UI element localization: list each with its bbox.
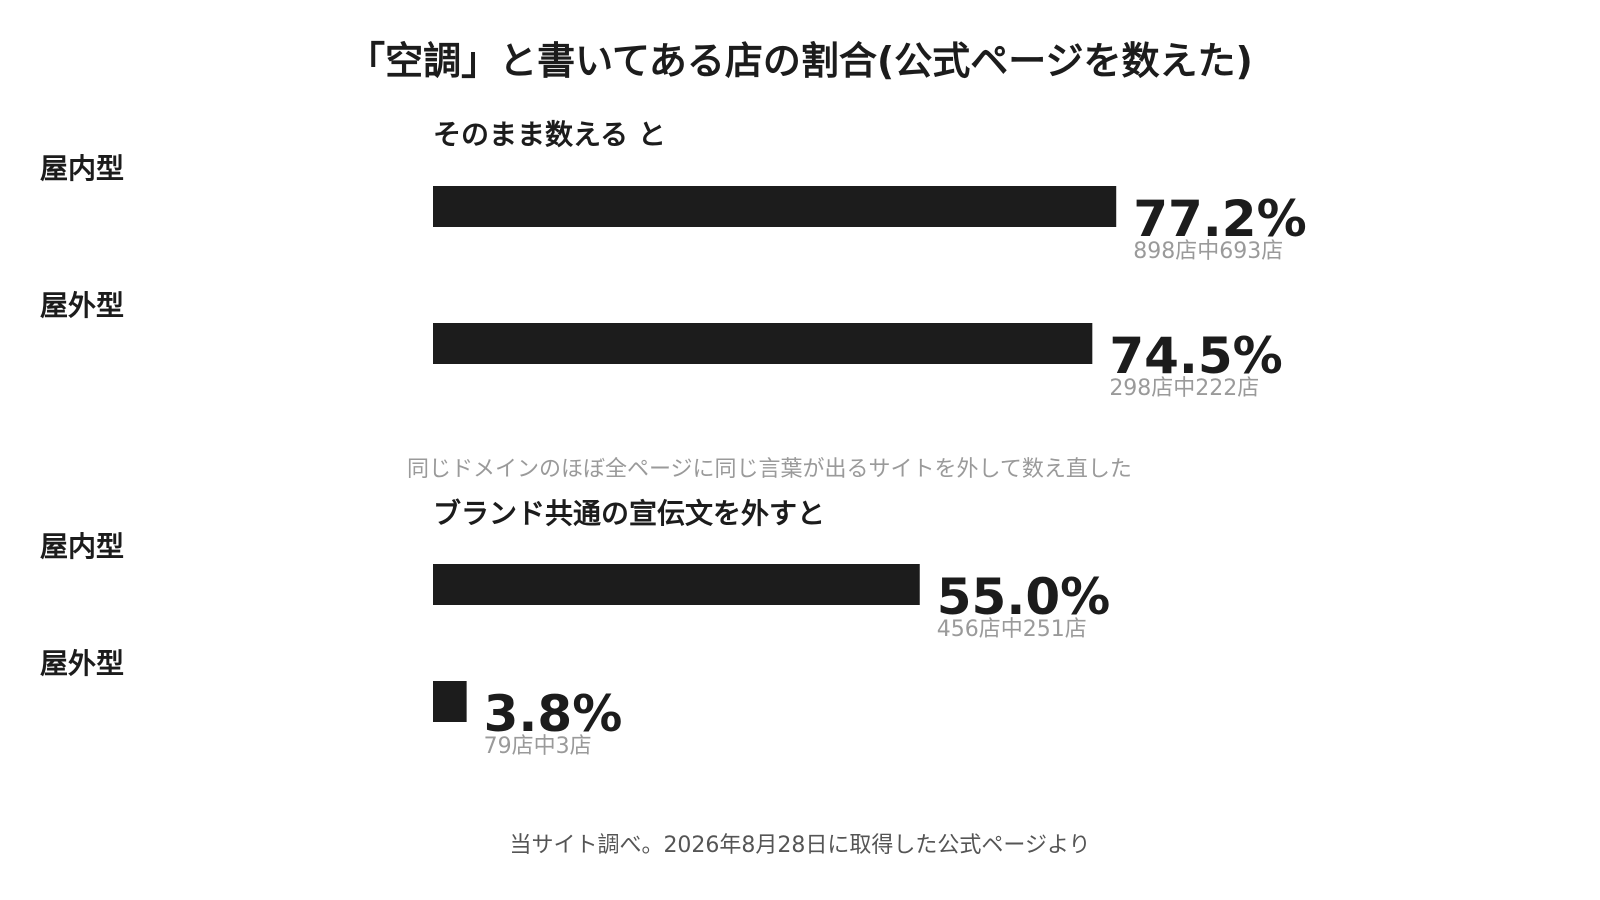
panel-2-subtitle: ブランド共通の宣伝文を外すと <box>433 497 825 530</box>
source-note: 当サイト調べ。2026年8月28日に取得した公式ページより <box>509 833 1090 858</box>
bar <box>433 323 1093 364</box>
bar <box>433 564 920 605</box>
panel-2-note: 同じドメインのほぼ全ページに同じ言葉が出るサイトを外して数え直した <box>407 457 1132 482</box>
chart-title: 「空調」と書いてある店の割合(公式ページを数えた) <box>347 39 1253 83</box>
bar <box>433 186 1117 227</box>
count-label: 79店中3店 <box>484 734 592 759</box>
count-label: 298店中222店 <box>1109 376 1259 401</box>
bar <box>433 681 467 722</box>
bars-layer: 屋内型77.2%898店中693店屋外型74.5%298店中222店屋内型55.… <box>40 152 1307 759</box>
count-label: 456店中251店 <box>937 617 1087 642</box>
value-label: 74.5% <box>1109 327 1282 385</box>
category-label: 屋外型 <box>40 647 124 680</box>
value-label: 77.2% <box>1133 190 1306 248</box>
value-label: 55.0% <box>937 568 1110 626</box>
panel-1-subtitle: そのまま数える と <box>433 118 666 151</box>
category-label: 屋内型 <box>40 530 124 563</box>
count-label: 898店中693店 <box>1133 239 1283 264</box>
category-label: 屋外型 <box>40 289 124 322</box>
value-label: 3.8% <box>484 685 623 743</box>
category-label: 屋内型 <box>40 152 124 185</box>
